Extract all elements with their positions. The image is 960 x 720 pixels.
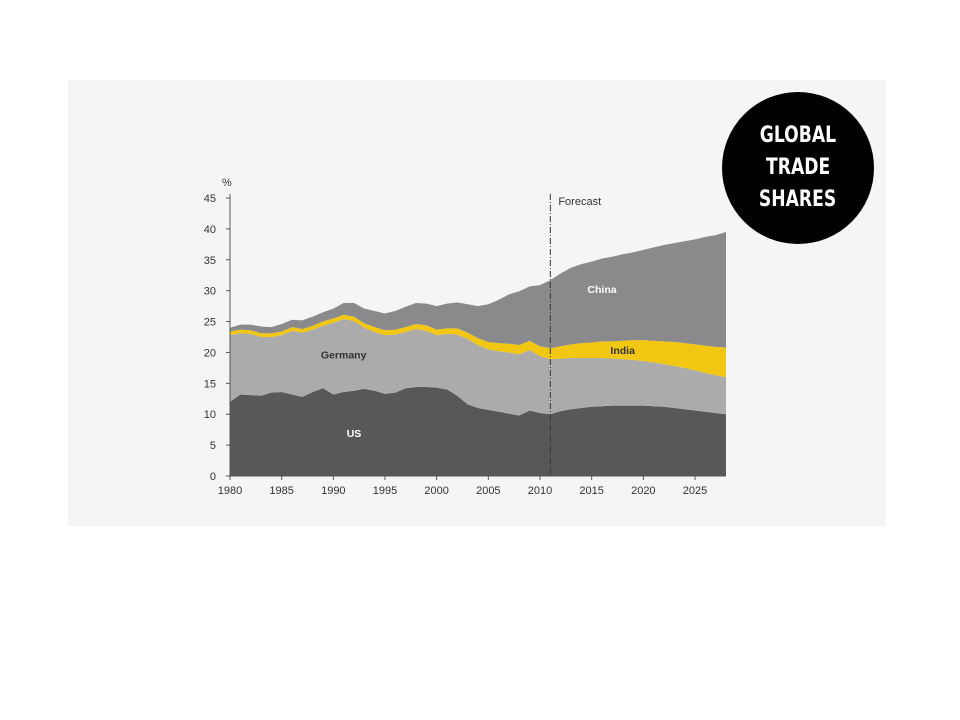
badge-line-2: TRADE — [765, 155, 831, 180]
y-tick-label: 35 — [204, 255, 216, 267]
x-tick-label: 1980 — [218, 485, 242, 497]
x-tick-label: 2000 — [424, 485, 448, 497]
area-germany — [230, 319, 726, 416]
series-label-us: US — [347, 428, 362, 440]
area-china — [230, 231, 726, 349]
y-tick-label: 45 — [204, 193, 216, 205]
x-tick-label: 2015 — [579, 485, 603, 497]
badge-line-1: GLOBAL — [759, 123, 837, 148]
y-tick-label: 5 — [210, 440, 216, 452]
x-tick-label: 2005 — [476, 485, 500, 497]
x-tick-label: 2010 — [528, 485, 552, 497]
y-tick-label: 10 — [204, 409, 216, 421]
labels-layer: US Germany India China Forecast — [321, 194, 635, 476]
y-tick-label: 20 — [204, 347, 216, 359]
x-tick-label: 1995 — [373, 485, 397, 497]
badge-line-3: SHARES — [759, 187, 837, 212]
forecast-label: Forecast — [558, 196, 601, 208]
y-tick-label: 15 — [204, 378, 216, 390]
area-us — [230, 387, 726, 476]
y-axis-unit-label: % — [222, 177, 232, 189]
x-tick-label: 1990 — [321, 485, 345, 497]
area-india — [230, 314, 726, 378]
series-label-china: China — [587, 284, 616, 296]
x-tick-label: 2020 — [631, 485, 655, 497]
x-tick-label: 2025 — [683, 485, 707, 497]
series-label-germany: Germany — [321, 349, 367, 361]
y-tick-label: 30 — [204, 286, 216, 298]
global-trade-shares-badge: GLOBAL TRADE SHARES — [722, 92, 874, 244]
areas-layer — [230, 231, 726, 476]
y-tick-label: 25 — [204, 317, 216, 329]
x-tick-label: 1985 — [269, 485, 293, 497]
series-label-india: India — [610, 345, 635, 357]
y-tick-label: 0 — [210, 471, 216, 483]
y-tick-label: 40 — [204, 224, 216, 236]
